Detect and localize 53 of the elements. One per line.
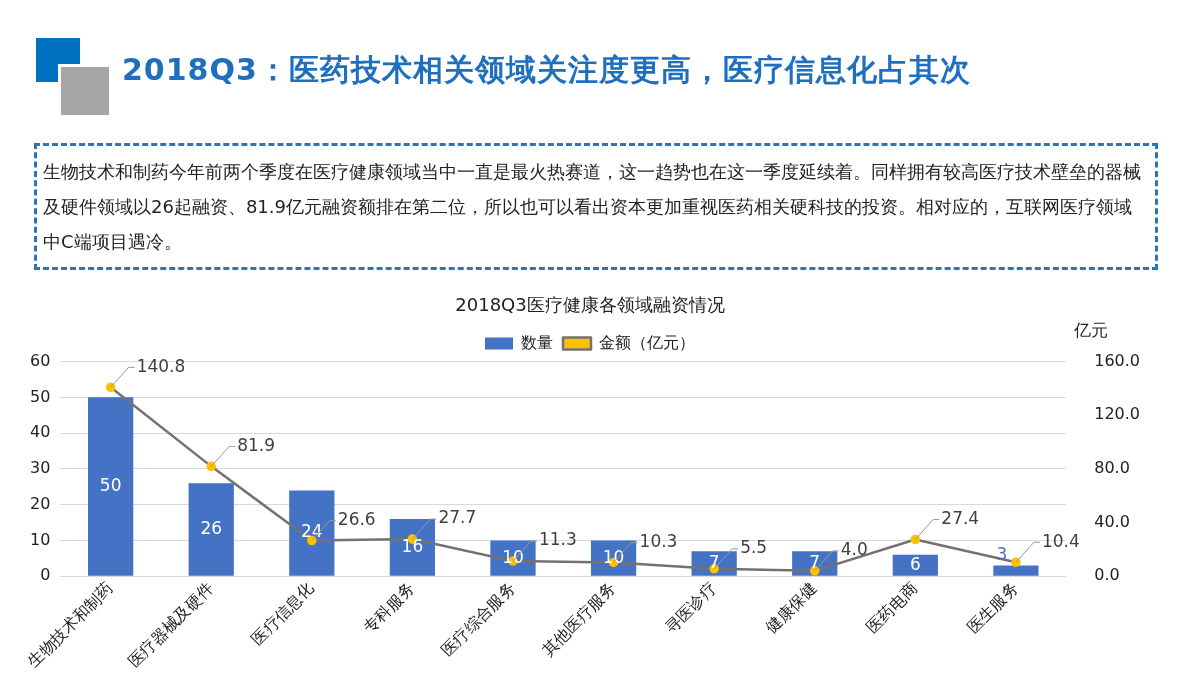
- y-tick-label: 40: [30, 422, 51, 442]
- data-label: 10: [502, 546, 524, 567]
- legend-label: 金额（亿元）: [599, 332, 695, 352]
- data-label: 26: [200, 517, 223, 538]
- y-tick-label: 60: [30, 350, 51, 370]
- y2-tick-label: 40.0: [1094, 511, 1130, 531]
- y-tick-label: 30: [30, 458, 51, 478]
- bar: [289, 490, 335, 576]
- point: [105, 382, 116, 393]
- data-label: 26.6: [337, 508, 376, 529]
- data-label: 10: [602, 546, 625, 567]
- chart-title: 2018Q3医疗健康各领域融资情况: [455, 294, 725, 316]
- data-label: 11.3: [538, 529, 577, 550]
- x-tick-label: 寻医诊疗: [661, 578, 720, 638]
- data-label: 50: [99, 474, 122, 495]
- data-label: 27.7: [438, 507, 477, 528]
- data-label: 24: [301, 521, 323, 542]
- y2-axis-title: 亿元: [1073, 320, 1109, 341]
- x-tick-label: 专科服务: [359, 578, 419, 638]
- y-tick-label: 0: [40, 565, 51, 585]
- data-label: 10.4: [1041, 530, 1080, 551]
- data-label: 5.5: [740, 537, 768, 558]
- bar: [88, 397, 134, 576]
- x-tick-label: 健康保健: [761, 578, 821, 638]
- y-tick-label: 10: [30, 529, 51, 549]
- data-label: 27.4: [941, 507, 980, 528]
- x-tick-label: 医疗器械及硬件: [124, 578, 217, 671]
- data-label: 140.8: [136, 355, 186, 376]
- data-label: 6: [909, 553, 921, 574]
- y2-tick-label: 160.0: [1094, 350, 1141, 370]
- bar: [892, 554, 938, 576]
- legend-label: 数量: [521, 332, 553, 352]
- x-tick-label: 医疗综合服务: [437, 578, 519, 660]
- data-label: 16: [401, 535, 424, 556]
- bar: [188, 483, 234, 576]
- text: 2018Q3：医药技术相关领域关注度更高，医疗信息化占其次: [122, 51, 971, 89]
- data-label: 10.3: [639, 530, 678, 551]
- data-label: 81.9: [237, 434, 276, 455]
- x-tick-label: 医药电商: [862, 578, 922, 638]
- point: [1011, 557, 1021, 568]
- y-tick-label: 50: [30, 386, 51, 406]
- y-tick-label: 20: [30, 493, 51, 513]
- y2-tick-label: 80.0: [1094, 458, 1130, 478]
- y2-tick-label: 120.0: [1094, 404, 1141, 424]
- data-label: 4.0: [840, 539, 868, 560]
- bar: [389, 518, 436, 576]
- text: 生物技术和制药今年前两个季度在医疗健康领域当中一直是最火热赛道，这一趋势也在这一季度延续着。同样拥有较高医疗技术壁垒的器械及硬件领域以26起融资、81.9亿元融资额排在第二位，所以也可以看出资本更加重视医药相关硬科技的投资。相对应的，互联网医疗领域中C端项目遇冷。: [34, 143, 1158, 270]
- x-tick-label: 医疗信息化: [247, 578, 318, 649]
- y2-tick-label: 0.0: [1094, 565, 1120, 585]
- data-label: 7: [809, 551, 821, 572]
- x-tick-label: 其他医疗服务: [538, 578, 620, 660]
- bar: [993, 565, 1039, 576]
- x-tick-label: 医生服务: [962, 578, 1022, 638]
